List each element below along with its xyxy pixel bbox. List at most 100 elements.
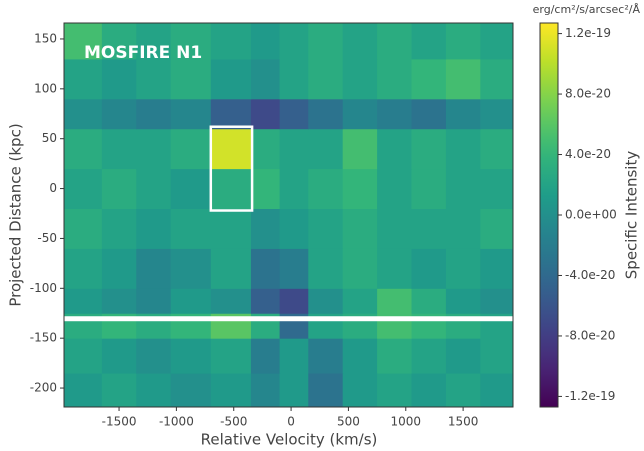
plot-frame [63, 22, 514, 408]
heatmap-cell [64, 208, 103, 249]
heatmap-cell [342, 373, 378, 407]
heatmap-cell [445, 23, 481, 60]
y-tick-label: -200 [30, 381, 57, 395]
heatmap-cell [170, 338, 212, 374]
y-tick-label: 150 [34, 31, 57, 45]
heatmap-cell [308, 128, 344, 170]
heatmap-cell [250, 248, 281, 289]
heatmap-cell [250, 338, 281, 374]
heatmap-cell [480, 23, 513, 60]
heatmap-cell [250, 288, 281, 314]
heatmap-cell [64, 168, 103, 210]
heatmap-cell [170, 98, 212, 130]
heatmap-cell [411, 128, 447, 170]
heatmap-cell [279, 288, 309, 314]
x-tick-label: 0 [287, 415, 295, 429]
heatmap-cell [136, 248, 172, 289]
heatmap-cell [279, 208, 309, 249]
heatmap-cell [342, 288, 378, 314]
heatmap-cell [170, 208, 212, 249]
heatmap-cell [210, 373, 252, 407]
heatmap-cell [445, 288, 481, 314]
heatmap-cell [308, 248, 344, 289]
mask-band [64, 316, 513, 322]
heatmap-cell [210, 338, 252, 374]
heatmap-cell [64, 288, 103, 314]
heatmap-cell [136, 58, 172, 100]
heatmap-cell [101, 288, 137, 314]
heatmap-cell [101, 58, 137, 100]
heatmap-cell [210, 58, 252, 100]
heatmap-cell [170, 248, 212, 289]
heatmap-cell [64, 58, 103, 100]
heatmap-cell [411, 98, 447, 130]
x-tick-label: 1000 [390, 415, 421, 429]
colorbar-unit: erg/cm²/s/arcsec²/Å [533, 3, 641, 16]
heatmap-cell [411, 338, 447, 374]
heatmap-cell [411, 248, 447, 289]
heatmap-cell [136, 168, 172, 210]
x-tick-label: -1000 [159, 415, 194, 429]
heatmap-cell [377, 168, 413, 210]
heatmap-cell [377, 208, 413, 249]
heatmap-cell [377, 128, 413, 170]
heatmap-cell [480, 373, 513, 407]
heatmap-cell [411, 373, 447, 407]
heatmap-cell [411, 288, 447, 314]
x-tick-label: 500 [337, 415, 360, 429]
colorbar-tick-label: -8.0e-20 [565, 328, 615, 342]
heatmap-cell [445, 208, 481, 249]
heatmap-cell [445, 168, 481, 210]
heatmap-cell [101, 23, 137, 60]
heatmap-cell [136, 208, 172, 249]
heatmap-cell [136, 23, 172, 60]
heatmap-cell [308, 338, 344, 374]
colorbar-label: Specific Intensity [623, 151, 641, 280]
chart-title: MOSFIRE N1 [84, 43, 202, 63]
x-tick-label: -500 [220, 415, 247, 429]
heatmap-cell [480, 288, 513, 314]
y-tick-label: -150 [30, 331, 57, 345]
y-tick-label: -50 [37, 231, 57, 245]
heatmap-cell [445, 248, 481, 289]
region-box [209, 125, 254, 212]
heatmap-cell [250, 58, 281, 100]
y-axis-label: Projected Distance (kpc) [7, 123, 25, 306]
heatmap-cell [342, 168, 378, 210]
heatmap-cell [308, 373, 344, 407]
heatmap-cell [64, 98, 103, 130]
colorbar-tick-label: -4.0e-20 [565, 268, 615, 282]
heatmap-cell [210, 98, 252, 130]
heatmap-cell [250, 128, 281, 170]
heatmap-cell [170, 128, 212, 170]
heatmap-cell [377, 248, 413, 289]
heatmap-cell [279, 248, 309, 289]
heatmap-cell [210, 168, 252, 210]
heatmap-cell [64, 338, 103, 374]
heatmap-cell [64, 128, 103, 170]
heatmap-cell [480, 58, 513, 100]
heatmap-cell [377, 98, 413, 130]
colorbar-tick-label: 0.0e+00 [565, 208, 617, 222]
heatmap-cell [210, 288, 252, 314]
heatmap [64, 23, 513, 407]
heatmap-cell [377, 373, 413, 407]
heatmap-cell [279, 373, 309, 407]
heatmap-cell [279, 58, 309, 100]
heatmap-cell [101, 373, 137, 407]
colorbar-tick-label: -1.2e-19 [565, 389, 615, 403]
heatmap-cell [170, 23, 212, 60]
heatmap-cell [101, 338, 137, 374]
heatmap-cell [342, 58, 378, 100]
heatmap-cell [101, 208, 137, 249]
heatmap-cell [136, 373, 172, 407]
heatmap-cell [136, 338, 172, 374]
x-tick-label: 1500 [448, 415, 479, 429]
heatmap-cell [101, 168, 137, 210]
heatmap-cell [170, 373, 212, 407]
heatmap-cell [445, 373, 481, 407]
heatmap-cell [308, 98, 344, 130]
heatmap-cell [170, 58, 212, 100]
heatmap-cell [411, 208, 447, 249]
